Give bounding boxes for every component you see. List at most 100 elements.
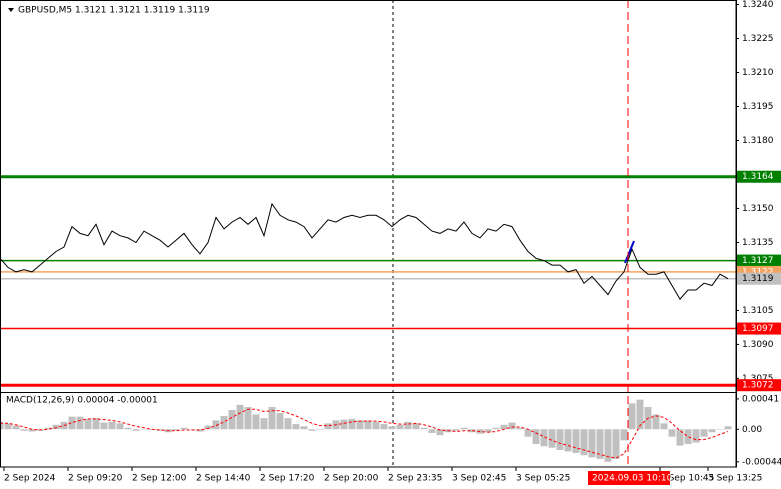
y-tick-label: 1.3105 bbox=[742, 306, 774, 316]
y-tick-label: 1.3150 bbox=[742, 204, 774, 214]
level-label: 1.3122 bbox=[742, 267, 774, 277]
level-label: 1.3097 bbox=[742, 324, 774, 334]
y-tick-label: 0.00 bbox=[742, 425, 762, 435]
macd-bar bbox=[396, 424, 404, 430]
macd-bar bbox=[220, 415, 228, 430]
level-label-box bbox=[737, 379, 781, 392]
macd-bar bbox=[356, 420, 364, 430]
x-tick-label: 2 Sep 17:20 bbox=[260, 474, 315, 484]
macd-bar bbox=[116, 423, 124, 430]
macd-bar bbox=[628, 403, 636, 430]
macd-bar bbox=[124, 427, 132, 430]
macd-bar bbox=[76, 416, 84, 430]
macd-bar bbox=[132, 429, 140, 431]
macd-bar bbox=[548, 429, 556, 448]
x-tick-label: 3 Sep 05:25 bbox=[516, 474, 570, 484]
macd-bar bbox=[0, 421, 4, 430]
macd-bar bbox=[236, 404, 244, 430]
macd-bar bbox=[252, 414, 260, 430]
macd-bar bbox=[212, 420, 220, 430]
level-label: 1.3119 bbox=[742, 274, 774, 284]
macd-bar bbox=[484, 429, 492, 433]
macd-bar bbox=[532, 429, 540, 445]
x-tick-label: 2 Sep 12:00 bbox=[132, 474, 187, 484]
x-tick-label: 2 Sep 14:40 bbox=[196, 474, 251, 484]
macd-bar bbox=[500, 424, 508, 430]
macd-bar bbox=[420, 427, 428, 430]
macd-bar bbox=[260, 418, 268, 430]
y-tick-label: 1.3225 bbox=[742, 34, 774, 44]
y-tick-label: 1.3240 bbox=[742, 0, 774, 10]
macd-bar bbox=[412, 423, 420, 430]
macd-bar bbox=[716, 429, 724, 430]
macd-bar bbox=[620, 429, 628, 441]
macd-bar bbox=[612, 429, 620, 459]
y-tick-label: 1.3090 bbox=[742, 340, 774, 350]
macd-bar bbox=[284, 418, 292, 430]
signal-line bbox=[0, 408, 729, 459]
macd-bar bbox=[12, 425, 20, 430]
macd-bar bbox=[52, 424, 60, 430]
macd-bar bbox=[276, 412, 284, 430]
macd-bar bbox=[300, 426, 308, 430]
macd-bar bbox=[692, 429, 700, 443]
macd-bar bbox=[244, 407, 252, 430]
y-tick-label: 1.3135 bbox=[742, 238, 774, 248]
macd-bar bbox=[196, 429, 204, 432]
macd-bar bbox=[468, 429, 476, 433]
macd-bar bbox=[100, 422, 108, 430]
macd-bar bbox=[660, 423, 668, 430]
x-tick-label: 3 Sep 13:25 bbox=[708, 474, 762, 484]
macd-bar bbox=[700, 429, 708, 437]
macd-bar bbox=[524, 429, 532, 437]
macd-bar bbox=[316, 429, 324, 430]
level-label: 1.3072 bbox=[742, 381, 774, 391]
macd-bar bbox=[324, 423, 332, 430]
macd-title: MACD(12,26,9) 0.00004 -0.00001 bbox=[6, 396, 158, 406]
macd-bar bbox=[404, 421, 412, 430]
macd-bar bbox=[68, 416, 76, 430]
x-tick-label: 2 Sep 23:35 bbox=[388, 474, 442, 484]
macd-bar bbox=[84, 418, 92, 430]
macd-bar bbox=[180, 427, 188, 430]
y-tick-label: -0.00044 bbox=[742, 457, 781, 467]
level-label-box bbox=[737, 322, 781, 335]
macd-bar bbox=[364, 420, 372, 430]
cursor-label: 2024.09.03 10:10 bbox=[592, 474, 673, 484]
macd-bar bbox=[340, 419, 348, 430]
macd-bar bbox=[372, 421, 380, 430]
macd-bar bbox=[388, 426, 396, 430]
trend-line bbox=[624, 240, 635, 264]
macd-bar bbox=[540, 429, 548, 447]
macd-bar bbox=[436, 429, 444, 436]
y-tick-label: 1.3210 bbox=[742, 68, 774, 78]
y-tick-label: 0.00041 bbox=[742, 394, 779, 404]
macd-bar bbox=[676, 429, 684, 446]
macd-bar bbox=[556, 429, 564, 450]
level-label: 1.3164 bbox=[742, 172, 774, 182]
chart-title: GBPUSD,M5 1.3121 1.3121 1.3119 1.3119 bbox=[18, 6, 210, 16]
x-tick-label: 2 Sep 09:20 bbox=[68, 474, 123, 484]
title-icon bbox=[8, 8, 14, 12]
macd-bar bbox=[588, 429, 596, 458]
macd-bar bbox=[580, 429, 588, 456]
macd-bar bbox=[156, 429, 164, 431]
x-tick-label: 3 Sep 10:45 bbox=[660, 474, 714, 484]
macd-bar bbox=[708, 429, 716, 433]
macd-bar bbox=[452, 429, 460, 431]
y-tick-label: 1.3195 bbox=[742, 102, 774, 112]
x-tick-label: 2 Sep 20:00 bbox=[324, 474, 379, 484]
macd-bar bbox=[28, 429, 36, 432]
macd-bar bbox=[44, 427, 52, 430]
level-label-box bbox=[737, 170, 781, 183]
macd-bar bbox=[292, 424, 300, 430]
macd-bar bbox=[380, 424, 388, 430]
x-tick-label: 3 Sep 02:45 bbox=[452, 474, 506, 484]
level-label: 1.3127 bbox=[742, 256, 774, 266]
macd-bar bbox=[108, 421, 116, 430]
macd-bar bbox=[516, 427, 524, 430]
macd-bar bbox=[140, 429, 148, 430]
